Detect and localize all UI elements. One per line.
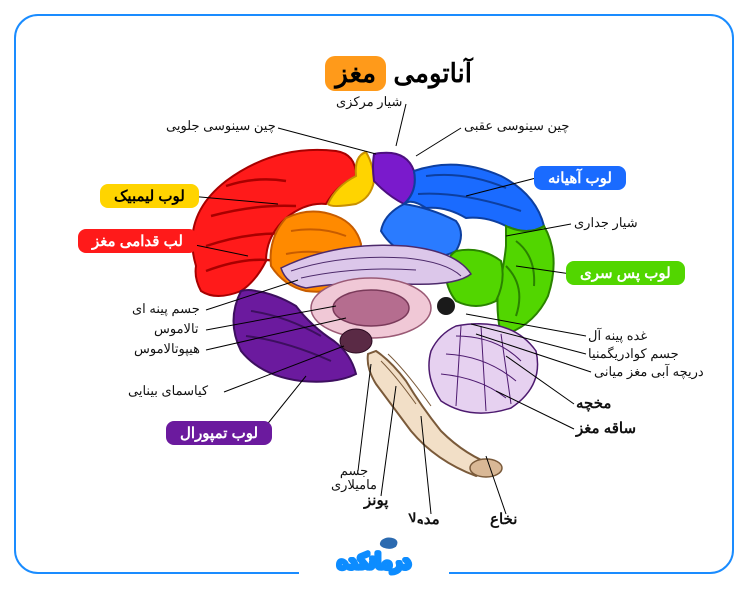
title-main: آناتومی	[393, 58, 472, 88]
label-spinal: نخاع	[490, 510, 517, 528]
tag-frontal: لب قدامی مغز	[78, 229, 197, 253]
tag-limbic: لوب لیمبیک	[100, 184, 199, 208]
label-quadrigemina: جسم کوادریگمنیا	[588, 346, 679, 362]
logo-text: درمانکده	[337, 551, 411, 574]
canvas: آناتومی مغز	[0, 0, 744, 611]
label-pons: پونز	[364, 491, 388, 509]
title-chip: مغز	[325, 56, 386, 91]
tag-parietal: لوب آهیانه	[534, 166, 626, 190]
label-thalamus: تالاموس	[154, 321, 199, 337]
label-central-sulcus: شیار مرکزی	[336, 94, 402, 110]
label-optic-chiasm: کیاسمای بینایی	[128, 383, 208, 399]
label-pineal-body: جسم پینه ای	[132, 301, 200, 317]
tag-temporal: لوب تمپورال	[166, 421, 272, 445]
label-pineal-gland: غده پینه آل	[588, 328, 647, 344]
label-aqueduct: دریچه آبی مغز میانی	[594, 364, 704, 380]
label-brainstem: ساقه مغز	[576, 419, 636, 437]
tag-occipital: لوب پس سری	[566, 261, 685, 285]
label-mammillary: جسممامیلاری	[331, 464, 377, 493]
diagram-title: آناتومی مغز	[319, 56, 472, 91]
frame: آناتومی مغز	[14, 14, 734, 574]
label-cerebellum: مخچه	[576, 394, 611, 412]
label-anterior-cingulate: چین سینوسی جلویی	[166, 118, 276, 134]
label-posterior-cingulate: چین سینوسی عقبی	[464, 118, 569, 134]
brand-logo: درمانکده درمانکده	[299, 522, 449, 576]
label-parietal-sulcus: شیار جداری	[574, 215, 638, 231]
label-hypothalamus: هیپوتالاموس	[134, 341, 200, 357]
